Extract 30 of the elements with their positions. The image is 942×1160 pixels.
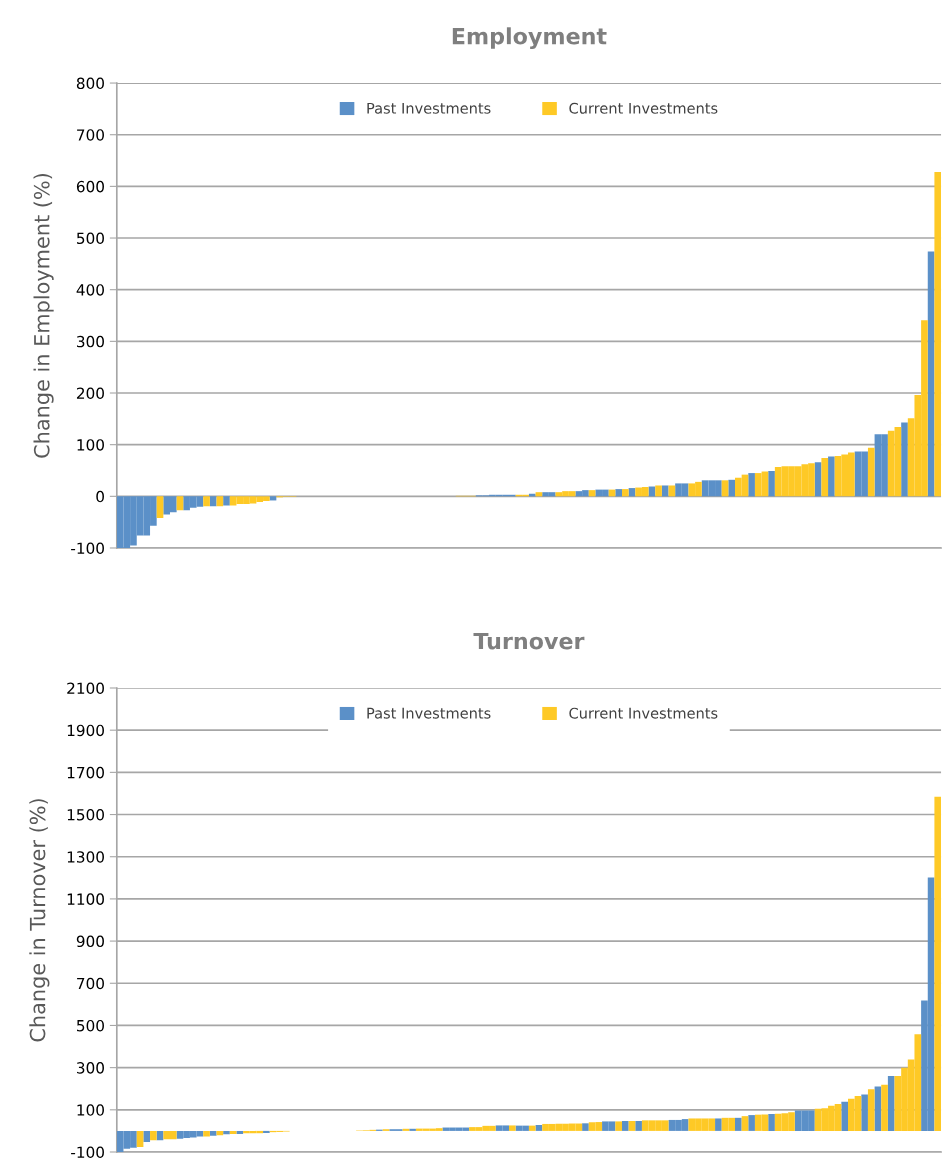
y-axis-title: Change in Employment (%) <box>33 173 54 458</box>
y-tick-label: 300 <box>77 335 104 348</box>
y-tick-label: -100 <box>71 1146 104 1159</box>
chart-title: Employment <box>452 27 607 49</box>
y-tick-label: 2100 <box>67 682 104 695</box>
y-tick-label: 700 <box>77 977 104 990</box>
y-tick-label: 500 <box>77 1019 104 1032</box>
y-axis-title: Change in Turnover (%) <box>29 799 50 1042</box>
y-tick-label: 100 <box>77 1104 104 1116</box>
legend-label: Current Investments <box>569 102 718 114</box>
y-tick-label: 0 <box>96 490 104 503</box>
y-tick-label: 1100 <box>67 893 104 905</box>
y-tick-label: -100 <box>71 542 104 555</box>
y-tick-label: 800 <box>76 77 104 90</box>
y-tick-label: 200 <box>76 387 104 400</box>
y-tick-label: 100 <box>77 439 104 451</box>
y-tick-label: 1300 <box>67 851 104 863</box>
y-tick-label: 400 <box>76 284 104 296</box>
legend-label: Past Investments <box>367 707 491 719</box>
y-tick-label: 900 <box>76 935 104 948</box>
y-tick-label: 700 <box>77 129 104 141</box>
legend-label: Past Investments <box>367 102 491 114</box>
y-tick-label: 300 <box>77 1062 104 1074</box>
legend-label: Current Investments <box>569 707 718 719</box>
y-tick-label: 600 <box>76 180 104 193</box>
y-tick-label: 1500 <box>67 809 104 821</box>
chart-title: Turnover <box>473 632 585 650</box>
y-tick-label: 1700 <box>67 766 104 779</box>
y-tick-label: 1900 <box>67 724 104 737</box>
y-tick-label: 500 <box>77 232 104 245</box>
